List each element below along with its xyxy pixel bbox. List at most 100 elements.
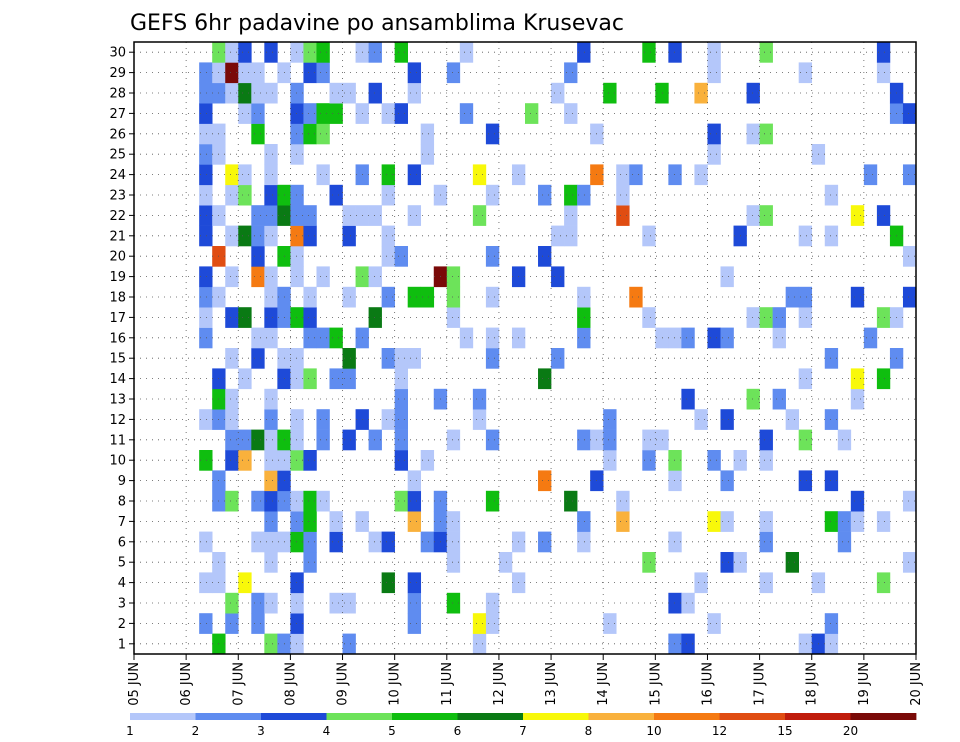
- heatmap-cell: [746, 123, 760, 145]
- y-axis-ticks: 1234567891011121314151617181920212223242…: [109, 46, 134, 652]
- heatmap-cell: [303, 103, 317, 124]
- heatmap-cell: [707, 62, 721, 84]
- heatmap-cell: [850, 490, 865, 512]
- heatmap-cell: [329, 511, 343, 532]
- heatmap-cell: [681, 388, 695, 410]
- heatmap-cell: [238, 450, 252, 471]
- heatmap-cell: [394, 388, 408, 410]
- heatmap-cell: [342, 82, 356, 104]
- heatmap-cell: [264, 450, 278, 471]
- x-tick-label: 19 JUN: [857, 662, 872, 706]
- heatmap-cell: [564, 490, 578, 512]
- heatmap-cell: [290, 409, 304, 430]
- heatmap-cell: [485, 327, 500, 349]
- heatmap-cell: [720, 327, 734, 349]
- heatmap-cell: [238, 42, 252, 63]
- x-tick-label: 12 JUN: [492, 662, 507, 706]
- heatmap-cell: [485, 184, 500, 206]
- heatmap-cell: [290, 307, 304, 328]
- heatmap-cell: [707, 123, 721, 145]
- heatmap-cell: [225, 225, 239, 247]
- heatmap-cell: [238, 429, 252, 451]
- heatmap-cell: [876, 368, 891, 390]
- heatmap-cell: [668, 327, 682, 349]
- heatmap-cell: [251, 246, 265, 267]
- heatmap-cell: [368, 205, 382, 226]
- heatmap-cell: [798, 286, 813, 308]
- heatmap-cell: [850, 388, 865, 410]
- heatmap-cell: [407, 205, 422, 226]
- heatmap-cell: [303, 123, 317, 145]
- heatmap-cell: [538, 368, 552, 390]
- heatmap-cell: [720, 470, 734, 492]
- heatmap-cell: [290, 572, 304, 594]
- heatmap-cell: [616, 511, 630, 532]
- heatmap-cell: [199, 82, 213, 104]
- colorbar-swatch: [261, 713, 327, 720]
- heatmap-cell: [225, 592, 239, 614]
- heatmap-cell: [642, 552, 656, 573]
- heatmap-cell: [603, 450, 617, 471]
- heatmap-cell: [368, 42, 382, 63]
- colorbar-label: 20: [843, 724, 858, 738]
- x-axis-ticks: 05 JUN 06 JUN 07 JUN 08 JUN 09 JUN 10 JUN 11 J…: [127, 654, 924, 706]
- heatmap-cell: [577, 531, 591, 553]
- y-tick-label: 25: [109, 148, 126, 163]
- heatmap-cell: [485, 429, 500, 451]
- colorbar-label: 5: [388, 724, 396, 738]
- heatmap-cell: [850, 368, 865, 390]
- heatmap-cell: [251, 613, 265, 634]
- heatmap-cell: [303, 225, 317, 247]
- heatmap-cell: [316, 164, 330, 186]
- heatmap-cell: [472, 409, 487, 430]
- y-tick-label: 21: [109, 229, 126, 244]
- heatmap-cell: [720, 511, 734, 532]
- heatmap-cell: [238, 225, 252, 247]
- heatmap-cell: [538, 531, 552, 553]
- heatmap-cell: [251, 205, 265, 226]
- heatmap-cell: [668, 531, 682, 553]
- colorbar-label: 10: [646, 724, 661, 738]
- x-tick-label: 16 JUN: [700, 662, 715, 706]
- heatmap-cell: [316, 327, 330, 349]
- heatmap-cell: [850, 205, 865, 226]
- heatmap-cell: [759, 42, 773, 63]
- heatmap-cell: [394, 103, 408, 124]
- heatmap-cell: [694, 82, 708, 104]
- heatmap-cell: [381, 348, 395, 369]
- heatmap-cell: [238, 184, 252, 206]
- heatmap-cell: [785, 286, 799, 308]
- heatmap-cell: [446, 511, 461, 532]
- y-tick-label: 6: [118, 535, 126, 550]
- heatmap-cell: [459, 103, 474, 124]
- colorbar-label: 4: [323, 724, 331, 738]
- x-tick-label: 14 JUN: [596, 662, 611, 706]
- x-tick-label: 06 JUN: [179, 662, 194, 706]
- heatmap-cell: [199, 184, 213, 206]
- heatmap-cell: [850, 286, 865, 308]
- heatmap-cell: [472, 164, 487, 186]
- heatmap-cell: [616, 205, 630, 226]
- heatmap-cell: [564, 103, 578, 124]
- heatmap-cell: [199, 225, 213, 247]
- heatmap-cell: [876, 511, 891, 532]
- heatmap-cell: [407, 348, 422, 369]
- heatmap-cell: [577, 429, 591, 451]
- heatmap-cell: [381, 225, 395, 247]
- heatmap-cell: [824, 409, 839, 430]
- heatmap-cell: [798, 470, 813, 492]
- heatmap-cell: [225, 266, 239, 288]
- heatmap-cell: [251, 429, 265, 451]
- heatmap-cell: [303, 62, 317, 84]
- heatmap-cell: [642, 42, 656, 63]
- heatmap-cell: [199, 62, 213, 84]
- heatmap-cell: [225, 307, 239, 328]
- heatmap-cell: [785, 552, 799, 573]
- heatmap-cell: [498, 552, 513, 573]
- heatmap-cell: [342, 348, 356, 369]
- colorbar-label: 8: [585, 724, 593, 738]
- heatmap-cell: [290, 633, 304, 655]
- heatmap-cell: [824, 633, 839, 655]
- y-tick-label: 29: [109, 66, 126, 81]
- heatmap-cell: [420, 531, 435, 553]
